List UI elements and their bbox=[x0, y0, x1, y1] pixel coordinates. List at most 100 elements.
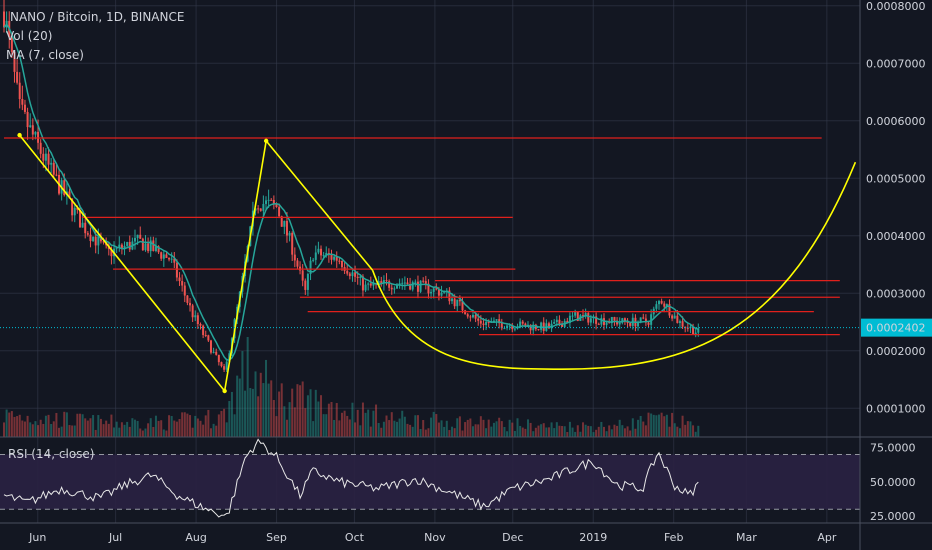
candle-body bbox=[340, 260, 343, 268]
candle-body bbox=[39, 142, 42, 154]
volume-bar bbox=[626, 426, 629, 437]
candle-body bbox=[571, 315, 574, 317]
volume-bar bbox=[382, 421, 385, 437]
volume-bar bbox=[506, 431, 509, 437]
volume-bar bbox=[652, 414, 655, 437]
volume-bar bbox=[466, 419, 469, 437]
x-tick-label: Nov bbox=[424, 531, 446, 544]
volume-bar bbox=[537, 425, 540, 437]
candle-body bbox=[191, 305, 194, 318]
candle-body bbox=[73, 207, 76, 216]
volume-bar bbox=[76, 413, 79, 437]
volume-bar bbox=[576, 425, 579, 437]
candle-body bbox=[183, 285, 186, 296]
legend-title: NANO / Bitcoin, 1D, BINANCE bbox=[10, 10, 184, 24]
volume-bar bbox=[13, 416, 16, 437]
candle-body bbox=[259, 208, 262, 211]
x-tick-label: Jul bbox=[108, 531, 122, 544]
volume-bar bbox=[18, 414, 21, 437]
volume-bar bbox=[44, 415, 47, 437]
volume-bar bbox=[469, 418, 472, 437]
candle-body bbox=[165, 254, 168, 258]
volume-bar bbox=[94, 429, 97, 437]
trend-drawings[interactable] bbox=[17, 132, 857, 394]
rsi-tick-label: 75.0000 bbox=[870, 442, 916, 455]
candle-body bbox=[348, 273, 351, 277]
volume-bar bbox=[563, 426, 566, 437]
candle-body bbox=[270, 199, 273, 201]
volume-bar bbox=[492, 422, 495, 437]
candle-body bbox=[414, 281, 417, 283]
volume-bar bbox=[671, 412, 674, 437]
candle-body bbox=[532, 324, 535, 331]
candle-body bbox=[26, 111, 29, 128]
candle-body bbox=[102, 241, 105, 243]
volume-bar bbox=[409, 424, 412, 437]
volume-bar bbox=[343, 410, 346, 437]
candle-body bbox=[642, 317, 645, 319]
candle-body bbox=[600, 318, 603, 325]
candle-body bbox=[317, 248, 320, 253]
candle-body bbox=[209, 340, 212, 353]
volume-bar bbox=[39, 419, 42, 437]
volume-bar bbox=[84, 418, 87, 437]
candle-body bbox=[147, 243, 150, 252]
volume-bar bbox=[471, 426, 474, 437]
volume-bar bbox=[81, 414, 84, 437]
candle-body bbox=[168, 257, 171, 260]
candle-body bbox=[382, 280, 385, 284]
volume-bar bbox=[293, 407, 296, 437]
volume-bar bbox=[134, 419, 136, 437]
candle-body bbox=[359, 276, 362, 279]
candle-body bbox=[678, 321, 681, 323]
candle-body bbox=[623, 318, 626, 322]
candle-body bbox=[508, 325, 511, 327]
candle-body bbox=[377, 281, 380, 284]
volume-bar bbox=[304, 408, 307, 437]
candle-body bbox=[618, 322, 621, 325]
candle-body bbox=[223, 366, 226, 370]
volume-bar bbox=[613, 424, 616, 437]
volume-bar bbox=[241, 351, 244, 437]
volume-bar bbox=[582, 422, 585, 437]
volume-bar bbox=[600, 421, 603, 437]
volume-bar bbox=[327, 403, 330, 437]
volume-bar bbox=[312, 421, 315, 437]
candle-body bbox=[658, 301, 660, 305]
volume-bar bbox=[513, 430, 516, 437]
volume-bar bbox=[566, 431, 569, 437]
candle-body bbox=[372, 283, 375, 286]
candle-body bbox=[175, 262, 178, 278]
candle-body bbox=[186, 295, 189, 303]
volume-bar bbox=[443, 426, 446, 437]
candle-body bbox=[663, 303, 666, 307]
horizontal-levels[interactable] bbox=[4, 137, 840, 336]
candle-body bbox=[660, 301, 663, 304]
volume-bar bbox=[50, 423, 53, 437]
volume-bar bbox=[401, 410, 404, 437]
candle-body bbox=[322, 255, 325, 257]
volume-bar bbox=[414, 415, 417, 437]
candle-body bbox=[542, 322, 545, 331]
candle-body bbox=[697, 328, 700, 333]
volume-bar bbox=[490, 426, 493, 437]
volume-bars bbox=[3, 337, 700, 437]
volume-bar bbox=[610, 429, 613, 437]
rsi-legend: RSI (14, close) bbox=[8, 447, 94, 461]
volume-bar bbox=[432, 411, 435, 437]
candle-body bbox=[178, 277, 181, 282]
candle-body bbox=[97, 236, 100, 246]
candle-body bbox=[613, 317, 616, 321]
volume-bar bbox=[608, 425, 611, 437]
volume-bar bbox=[647, 412, 650, 437]
volume-bar bbox=[574, 431, 577, 437]
volume-bar bbox=[655, 415, 658, 437]
candle-body bbox=[673, 315, 676, 319]
candle-body bbox=[576, 312, 579, 321]
candle-body bbox=[120, 244, 123, 249]
candle-body bbox=[118, 244, 121, 248]
volume-bar bbox=[317, 401, 320, 437]
candle-body bbox=[681, 321, 684, 327]
volume-bar bbox=[110, 414, 113, 437]
